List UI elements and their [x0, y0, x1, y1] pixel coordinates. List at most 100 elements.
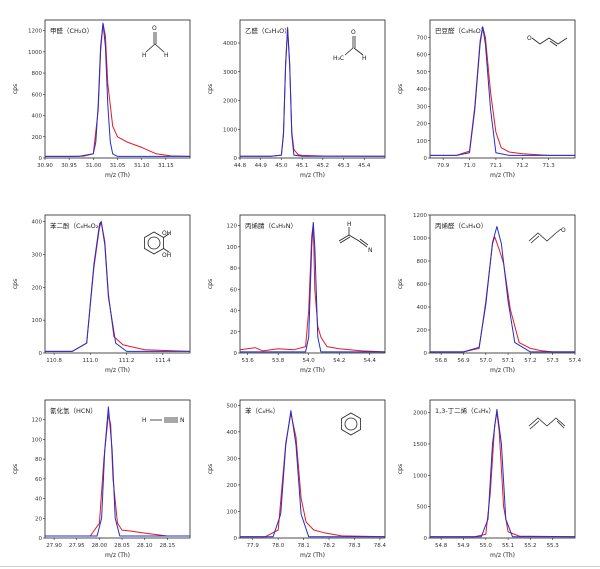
- measured-curve: [240, 412, 386, 538]
- spectrum-panel: 0 20 40 60 80 100 120 27.90 27.95 28.00 28.05 28.10…: [12, 399, 191, 559]
- y-axis-label: cps: [397, 84, 404, 94]
- y-tick-label: 20: [35, 516, 42, 522]
- x-axis-label: m/z (Th): [105, 172, 130, 179]
- x-tick-label: 77.9: [247, 543, 260, 549]
- x-tick-label: 71.2: [516, 163, 528, 169]
- spectrum-panel: 0 100 200 300 400 110.8 111.0 111.2 111.4 m/z (Th…: [12, 214, 191, 374]
- x-tick-label: 111.0: [82, 358, 98, 364]
- measured-curve: [45, 22, 191, 157]
- x-tick-label: 71.1: [490, 163, 502, 169]
- measured-curve: [239, 223, 386, 353]
- x-tick-label: 57.4: [569, 358, 582, 364]
- x-tick-label: 31.05: [110, 163, 126, 169]
- y-axis-label: cps: [12, 279, 19, 289]
- molecule-structure-icon: OH OH: [144, 230, 171, 259]
- x-tick-label: 28.15: [159, 543, 175, 549]
- plot-frame: [239, 214, 386, 354]
- x-tick-label: 57.3: [547, 358, 560, 364]
- y-tick-label: 0: [39, 156, 43, 162]
- compound-title: 巴豆醛（C₄H₆O）: [435, 26, 487, 35]
- y-axis-label: cps: [397, 464, 404, 474]
- atom-label: H: [142, 52, 147, 59]
- bottom-rule: [0, 566, 600, 567]
- measured-curve: [45, 221, 191, 352]
- atom-label: H: [164, 52, 169, 59]
- x-tick-label: 56.8: [435, 358, 448, 364]
- atom-label: O: [351, 29, 356, 36]
- x-tick-label: 56.9: [457, 358, 470, 364]
- y-axis-label: cps: [397, 279, 404, 289]
- x-axis-label: m/z (Th): [490, 172, 515, 179]
- compound-title: 乙醛（C₂H₄O）: [245, 26, 291, 35]
- atom-label: O: [527, 35, 532, 42]
- y-axis-label: cps: [207, 464, 214, 474]
- plot-frame: [44, 399, 191, 539]
- compound-title: 苯（C₆H₆）: [245, 406, 279, 415]
- y-tick-label: 200: [227, 483, 238, 489]
- x-tick-label: 30.95: [61, 163, 77, 169]
- x-tick-label: 78.1: [297, 543, 309, 549]
- x-tick-label: 53.8: [272, 358, 285, 364]
- y-tick-label: 0: [39, 536, 43, 542]
- compound-title: 氰化氢（HCN）: [50, 406, 97, 415]
- y-tick-label: 300: [417, 104, 428, 110]
- x-tick-label: 78.2: [323, 543, 335, 549]
- spectrum-panel: 0 100 200 300 400 500 600 700 70.9 71.0 71.1 71.2 71…: [397, 19, 576, 179]
- x-tick-label: 71.0: [463, 163, 476, 169]
- x-tick-label: 27.95: [69, 543, 85, 549]
- y-tick-label: 2000: [413, 411, 427, 417]
- spectrum-panel: 0 20 40 60 80 100 120 53.6 53.8 54.0 54.2 54.4 m/z (…: [207, 214, 386, 374]
- y-tick-label: 40: [35, 497, 42, 503]
- compound-title: 丙烯腈（C₃H₃N）: [245, 221, 297, 230]
- y-axis-label: cps: [207, 84, 214, 94]
- x-tick-label: 28.05: [114, 543, 130, 549]
- x-tick-label: 31.10: [134, 163, 150, 169]
- y-tick-label: 1500: [413, 442, 427, 448]
- spectrum-panel: 0 500 1000 1500 2000 54.8 54.9 55.0 55.1 55.2 55.3…: [397, 399, 576, 559]
- y-tick-label: 400: [227, 430, 238, 436]
- x-axis-label: m/z (Th): [105, 367, 130, 374]
- y-tick-label: 200: [417, 122, 428, 128]
- x-tick-label: 111.4: [155, 358, 171, 364]
- y-tick-label: 1000: [28, 50, 42, 56]
- molecule-structure-icon: HN: [338, 221, 373, 254]
- x-tick-label: 55.3: [547, 543, 560, 549]
- fit-curve: [430, 226, 575, 353]
- plot-frame: [239, 19, 386, 159]
- y-tick-label: 200: [32, 135, 43, 141]
- measured-curve: [45, 414, 190, 537]
- y-tick-label: 120: [32, 418, 43, 424]
- y-axis-label: cps: [12, 464, 19, 474]
- x-tick-label: 28.00: [92, 543, 108, 549]
- y-tick-label: 0: [39, 351, 43, 357]
- y-tick-label: 500: [227, 403, 238, 409]
- plot-frame: [239, 399, 386, 539]
- y-tick-label: 600: [417, 53, 428, 59]
- x-tick-label: 53.6: [242, 358, 255, 364]
- x-tick-label: 54.8: [435, 543, 448, 549]
- x-tick-label: 78.4: [374, 543, 387, 549]
- y-tick-label: 0: [424, 351, 428, 357]
- y-tick-label: 0: [424, 536, 428, 542]
- y-tick-label: 0: [234, 156, 238, 162]
- y-tick-label: 400: [417, 305, 428, 311]
- x-tick-label: 70.9: [437, 163, 450, 169]
- y-tick-label: 600: [417, 282, 428, 288]
- y-tick-label: 4000: [223, 41, 237, 47]
- molecule-structure-icon: [528, 417, 566, 430]
- atom-label: O: [152, 25, 157, 32]
- y-tick-label: 200: [32, 285, 43, 291]
- fit-curve: [240, 28, 385, 157]
- atom-label: H: [142, 417, 147, 424]
- y-tick-label: 800: [417, 259, 428, 265]
- x-axis-label: m/z (Th): [300, 552, 325, 559]
- x-tick-label: 45.1: [296, 163, 308, 169]
- x-tick-label: 111.2: [119, 358, 135, 364]
- y-tick-label: 500: [417, 70, 428, 76]
- x-tick-label: 55.0: [480, 543, 493, 549]
- x-axis-label: m/z (Th): [300, 367, 325, 374]
- y-tick-label: 60: [35, 477, 42, 483]
- y-tick-label: 0: [424, 156, 428, 162]
